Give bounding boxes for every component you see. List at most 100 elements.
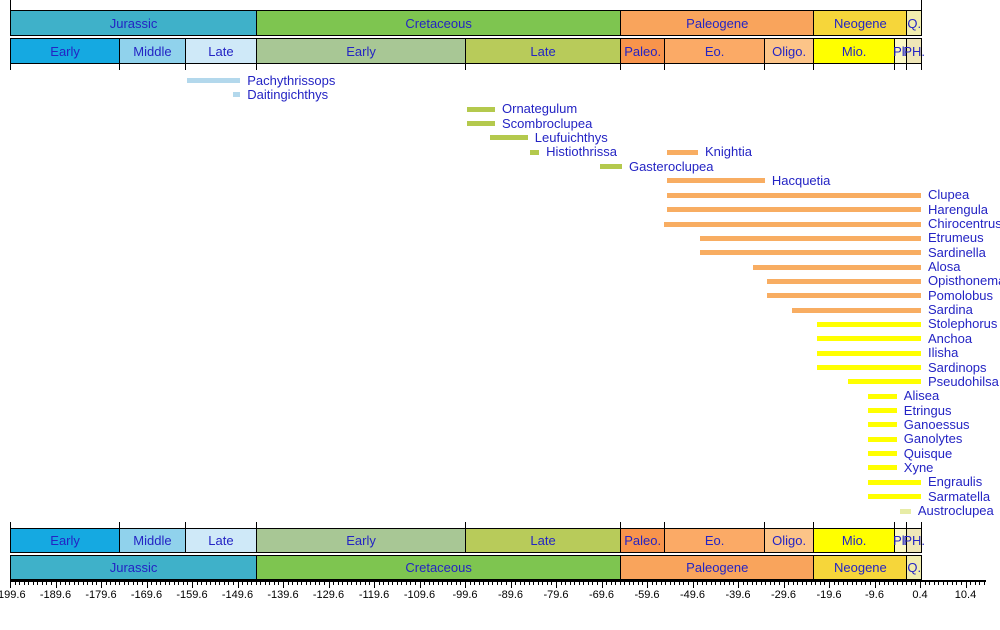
axis-minor-tick [410,582,412,585]
epoch-boundary-stub [119,64,121,70]
axis-minor-tick [687,582,689,585]
axis-minor-tick [378,582,380,585]
epoch-cell-paleo-bottom: Paleo. [620,528,666,553]
axis-minor-tick [792,582,794,585]
epoch-cell-middle-bottom: Middle [119,528,186,553]
axis-minor-tick [801,582,803,585]
axis-minor-tick [483,582,485,585]
period-label: Jurassic [109,560,158,575]
axis-minor-tick [929,582,931,585]
axis-minor-tick [383,582,385,585]
epoch-cell-late-bottom: Late [184,528,258,553]
taxon-label-sardinella: Sardinella [928,244,986,260]
axis-tick-label-19-6: -19.6 [816,589,842,601]
taxon-bar-ganoessus [868,422,897,428]
epoch-label: Late [208,43,234,59]
axis-minor-tick [405,582,407,585]
axis-minor-tick [637,582,639,585]
taxon-label-gasteroclupea: Gasteroclupea [628,158,714,174]
axis-minor-tick [842,582,844,585]
axis-minor-tick [369,582,371,585]
epoch-boundary-stub [256,522,258,528]
axis-minor-tick [223,582,225,585]
axis-minor-tick [392,582,394,585]
axis-minor-tick [205,582,207,585]
epoch-cell-early-top: Early [10,38,121,64]
axis-minor-tick [123,582,125,585]
axis-minor-tick [715,582,717,585]
axis-minor-tick [82,582,84,585]
axis-minor-tick [278,582,280,585]
axis-minor-tick [182,582,184,585]
axis-minor-tick [110,582,112,585]
taxon-label-ganolytes: Ganolytes [903,431,963,447]
period-label: Cretaceous [405,560,472,575]
epoch-cell-eo-bottom: Eo. [664,528,765,553]
axis-major-tick [101,582,102,588]
epoch-boundary-stub [10,64,11,70]
axis-tick-label-139-6: -139.6 [267,589,299,601]
axis-minor-tick [96,582,98,585]
axis-minor-tick [310,582,312,585]
axis-minor-tick [424,582,426,585]
axis-minor-tick [742,582,744,585]
axis-minor-tick [296,582,298,585]
epoch-boundary-stub [921,522,922,528]
axis-minor-tick [833,582,835,585]
epoch-label: Pl. [893,533,909,548]
epoch-cell-early-top: Early [256,38,466,64]
period-cell-paleogene-bottom: Paleogene [620,555,815,580]
taxon-bar-pachythrissops [186,78,241,83]
taxon-label-sarmatella: Sarmatella [928,488,991,504]
taxon-bar-ornategulum [466,106,496,112]
epoch-boundary-stub [10,522,11,528]
axis-minor-tick [956,582,958,585]
taxon-label-engraulis: Engraulis [928,474,983,490]
epoch-label: PH. [903,43,926,59]
axis-minor-tick [583,582,585,585]
epoch-label: Eo. [704,43,725,59]
epoch-boundary-stub [184,522,186,528]
axis-minor-tick [333,582,335,585]
axis-tick-label-159-6: -159.6 [176,589,208,601]
axis-minor-tick [860,582,862,585]
epoch-boundary-stub [813,522,815,528]
epoch-boundary-stub [893,64,895,70]
axis-minor-tick [728,582,730,585]
axis-tick-label-109-6: -109.6 [403,589,436,601]
epoch-boundary-stub [119,522,121,528]
axis-minor-tick [14,582,16,585]
axis-minor-tick [228,582,230,585]
axis-major-tick [783,582,785,588]
axis-tick-label-69-6: -69.6 [588,589,615,601]
taxon-bar-pomolobus [767,293,921,299]
epoch-label: Early [50,533,80,548]
axis-minor-tick [574,582,576,585]
axis-minor-tick [851,582,853,585]
axis-minor-tick [155,582,157,585]
taxon-bar-knightia [667,149,698,155]
axis-minor-tick [214,582,216,585]
axis-minor-tick [23,582,25,585]
axis-minor-tick [537,582,539,585]
axis-minor-tick [401,582,403,585]
taxon-bar-sardinella [699,250,921,256]
axis-minor-tick [847,582,849,585]
axis-major-tick [146,582,148,588]
axis-major-tick [692,582,694,588]
axis-minor-tick [41,582,43,585]
axis-minor-tick [947,582,949,585]
taxon-label-pseudohilsa: Pseudohilsa [928,373,999,389]
axis-minor-tick [91,582,93,585]
axis-major-tick [192,582,193,588]
axis-minor-tick [414,582,416,585]
axis-minor-tick [642,582,644,585]
taxon-bar-engraulis [868,479,921,485]
epoch-cell-pl-top: Pl. [893,38,908,64]
axis-minor-tick [437,582,439,585]
taxon-label-scombroclupea: Scombroclupea [502,115,593,131]
axis-minor-tick [73,582,75,585]
axis-minor-tick [615,582,617,585]
axis-minor-tick [756,582,758,585]
axis-minor-tick [19,582,21,585]
